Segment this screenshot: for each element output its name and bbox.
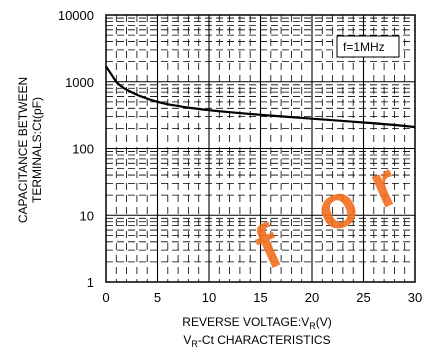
x-tick-label: 0 (102, 290, 109, 305)
grid-layer (106, 15, 415, 282)
x-tick-label: 10 (202, 290, 216, 305)
y-tick-label: 100 (72, 142, 94, 157)
y-tick-label: 1000 (65, 75, 94, 90)
y-tick-label: 10 (80, 208, 94, 223)
capacitance-curve (105, 65, 416, 129)
tick-labels: 0 5 10 15 20 25 30 1 10 100 1000 10000 (58, 8, 422, 305)
y-axis-label-line1: CAPACITANCE BETWEEN (16, 77, 30, 223)
x-tick-label: 30 (408, 290, 422, 305)
x-tick-label: 20 (305, 290, 319, 305)
legend-label: f=1MHz (343, 40, 385, 54)
y-tick-label: 10000 (58, 8, 94, 23)
x-tick-label: 5 (154, 290, 161, 305)
legend-box: f=1MHz (336, 35, 400, 58)
plot-frame (105, 14, 416, 283)
chart-caption: VR-Ct CHARACTERISTICS (183, 333, 330, 349)
y-axis-label-line2: TERMINALS:Ct(pF) (30, 97, 44, 203)
x-axis-label: REVERSE VOLTAGE:VR(V) (182, 315, 331, 331)
y-axis-label: CAPACITANCE BETWEEN TERMINALS:Ct(pF) (16, 77, 44, 223)
y-tick-label: 1 (87, 275, 94, 290)
x-tick-label: 15 (253, 290, 267, 305)
x-tick-label: 25 (356, 290, 370, 305)
